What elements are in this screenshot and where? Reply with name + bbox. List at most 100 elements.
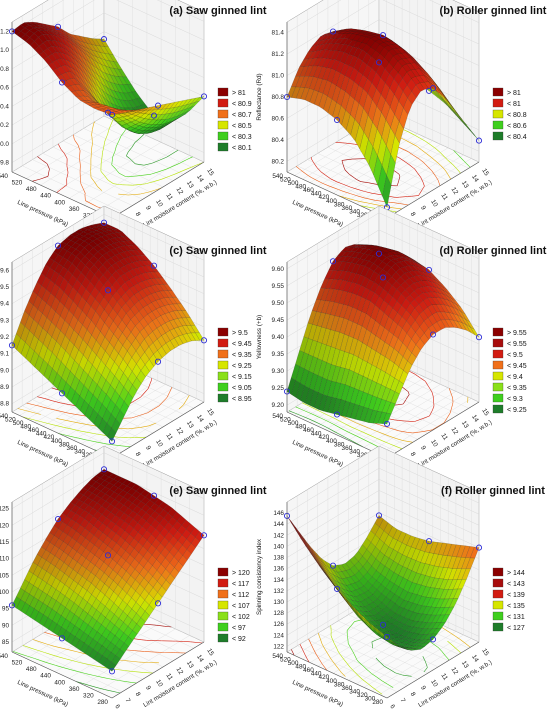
surface-plot-c: 6789101112131415280300320340360380400420… [0, 205, 267, 470]
legend-label: < 9.45 [507, 363, 527, 370]
contour-segment [440, 165, 445, 170]
contour-segment [304, 654, 308, 660]
contour-segment [320, 411, 327, 415]
contour-segment [58, 656, 67, 660]
legend-swatch [492, 120, 504, 130]
contour-segment [101, 434, 106, 436]
y-tick-label: 400 [326, 198, 337, 205]
surface-e [11, 469, 205, 672]
contour-segment [40, 421, 49, 424]
y-tick-label: 360 [342, 445, 353, 452]
contour-segment [104, 689, 110, 691]
x-tick-label: 14 [470, 414, 480, 424]
contour-segment [337, 667, 340, 671]
contour-segment [421, 185, 425, 191]
surface-plot-a: 6789101112131415280320360400440480520540… [0, 0, 267, 230]
contour-segment [295, 406, 303, 410]
y-axis-line [286, 171, 388, 219]
y-tick-label: 480 [26, 186, 37, 193]
y-tick-label: 520 [5, 417, 16, 424]
contour-segment [124, 670, 134, 672]
y-tick-label: 480 [295, 184, 306, 191]
contour-segment [26, 402, 35, 406]
contour-segment [450, 632, 456, 637]
design-point [329, 28, 337, 35]
contour-segment [74, 413, 83, 416]
contour-segment [169, 388, 172, 393]
contour-segment [44, 632, 52, 635]
legend-swatch [492, 327, 504, 337]
contour-segment [432, 643, 438, 648]
z-tick-label: 85 [2, 639, 10, 646]
contour-segment [93, 121, 95, 124]
contour-segment [358, 661, 364, 667]
legend-swatch [217, 578, 229, 588]
contour-segment [66, 173, 69, 179]
contour-segment [321, 663, 326, 669]
design-point [425, 87, 433, 94]
contour-segment [42, 406, 51, 410]
contour-segment [112, 690, 121, 694]
x-axis-line [111, 401, 205, 459]
contour-segment [327, 427, 334, 432]
contour-segment [421, 178, 424, 183]
surface-d [286, 244, 480, 425]
design-point [475, 544, 483, 551]
legend-label: < 80.3 [232, 134, 252, 141]
contour-segment [421, 415, 430, 420]
contour-segment [106, 133, 109, 136]
contour-segment [104, 175, 108, 180]
legend-swatch [217, 349, 229, 359]
contour-segment [376, 430, 384, 434]
y-tick-label: 520 [12, 660, 23, 667]
design-point [150, 262, 158, 269]
x-tick-label: 10 [429, 439, 439, 449]
contour-segment [299, 643, 302, 647]
contour-segment [464, 161, 467, 164]
contour-segment [407, 432, 413, 434]
contour-segment [350, 439, 357, 444]
contour-segment [88, 432, 97, 435]
design-point [475, 334, 483, 341]
contour-segment [409, 141, 412, 144]
contour-segment [130, 159, 136, 165]
y-tick-label: 320 [357, 212, 368, 219]
z-tick-label: 144 [273, 521, 284, 528]
x-tick-label: 15 [205, 167, 215, 177]
contour-segment [117, 171, 120, 174]
contour-segment [48, 662, 52, 665]
contour-segment [103, 142, 105, 147]
contour-segment [425, 661, 428, 667]
contour-segment [332, 430, 339, 435]
y-gridline [317, 0, 411, 187]
contour-segment [319, 638, 323, 644]
contour-segment [132, 638, 142, 641]
contour-segment [86, 439, 95, 442]
legend-label: < 9.45 [232, 341, 252, 348]
z-tick-label: 130 [273, 599, 284, 606]
contour-segment [344, 423, 351, 427]
contour-segment [435, 148, 441, 153]
z-tick-label: 9.1 [0, 351, 9, 358]
x-tick-label: 14 [195, 654, 205, 664]
contour-segment [63, 427, 72, 430]
contour-segment [168, 175, 171, 177]
contour-segment [382, 433, 390, 437]
y-tick-label: 420 [319, 194, 330, 201]
z-tick-label: 81.0 [272, 73, 285, 80]
contour-segment [343, 191, 351, 194]
contour-segment [118, 140, 120, 142]
contour-segment [356, 429, 364, 433]
contour-segment [398, 176, 401, 181]
contour-segment [338, 433, 345, 438]
surface-plot-b: 6789101112131415280300320340360380400420… [256, 0, 547, 230]
legend-label: > 9.55 [507, 330, 527, 337]
contour-segment [182, 167, 191, 171]
y-gridline [363, 481, 457, 688]
contour-segment [57, 410, 66, 413]
z-tick-label: 134 [273, 577, 284, 584]
contour-segment [109, 690, 113, 692]
contour-segment [73, 421, 82, 424]
contour-segment [111, 157, 113, 163]
contour-segment [369, 428, 377, 432]
